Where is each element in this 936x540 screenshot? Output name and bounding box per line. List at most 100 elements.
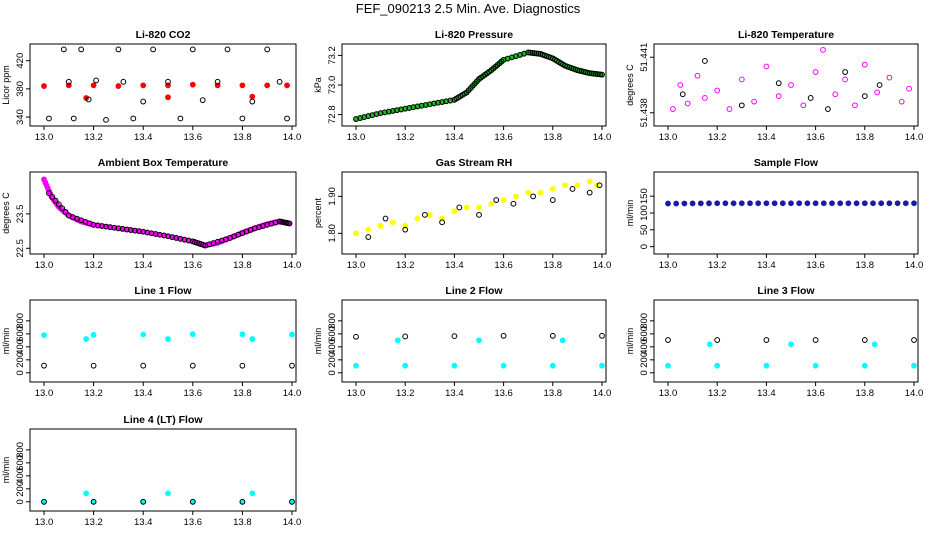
data-point: [775, 80, 782, 87]
data-point: [41, 362, 47, 369]
data-point: [41, 332, 47, 339]
data-point: [381, 109, 388, 116]
data-point: [185, 237, 192, 244]
y-tick-label: 420: [15, 53, 26, 69]
y-axis-label: percent: [313, 197, 323, 228]
data-point: [751, 98, 757, 105]
data-point: [189, 331, 196, 338]
data-point: [62, 208, 69, 215]
y-axis-label: ml/min: [313, 328, 323, 355]
x-tick-label: 13.8: [233, 260, 252, 271]
data-point: [861, 61, 868, 68]
data-point: [189, 46, 196, 53]
data-point: [239, 362, 246, 369]
x-tick-label: 13.2: [708, 388, 727, 399]
data-point: [800, 102, 807, 109]
data-point: [537, 189, 544, 196]
x-tick-label: 14.0: [283, 388, 302, 399]
x-tick-label: 13.6: [184, 388, 203, 399]
data-point: [845, 200, 852, 207]
y-axis-label: degrees C: [1, 192, 11, 234]
data-point: [714, 337, 721, 343]
data-point: [569, 186, 576, 192]
data-point: [439, 219, 446, 226]
data-point: [549, 186, 556, 192]
x-tick-label: 13.8: [544, 132, 563, 143]
data-point: [500, 197, 507, 203]
data-point: [820, 200, 827, 207]
x-tick-label: 13.0: [659, 260, 678, 271]
data-point: [150, 46, 157, 53]
y-tick-label: 72.8: [327, 105, 338, 124]
data-point: [588, 70, 595, 77]
series-2: [665, 337, 917, 343]
data-point: [353, 230, 359, 237]
panel-4: Ambient Box Temperature degrees C 13.0 13.2…: [1, 157, 301, 271]
data-point: [451, 362, 458, 369]
y-tick-label: 600: [639, 326, 650, 342]
data-point: [500, 332, 507, 339]
series-1: [353, 337, 605, 369]
data-point: [730, 200, 737, 207]
y-tick-label: 73.0: [327, 76, 338, 95]
data-point: [414, 103, 421, 110]
data-point: [136, 228, 142, 235]
data-point: [264, 82, 271, 89]
data-point: [722, 200, 729, 207]
data-point: [46, 115, 52, 122]
data-point: [286, 220, 293, 227]
data-point: [353, 362, 359, 369]
x-tick-label: 14.0: [593, 260, 612, 271]
data-point: [140, 362, 147, 369]
data-point: [239, 498, 246, 505]
panel-title: Sample Flow: [754, 157, 819, 169]
data-point: [911, 362, 917, 369]
x-tick-label: 13.4: [757, 388, 776, 399]
data-point: [529, 50, 536, 56]
data-point: [788, 200, 794, 207]
data-point: [738, 200, 745, 207]
data-point: [878, 200, 885, 207]
x-tick-label: 13.8: [544, 388, 563, 399]
data-point: [876, 82, 883, 88]
data-point: [55, 201, 62, 208]
data-point: [763, 63, 770, 70]
data-point: [426, 211, 433, 218]
data-point: [140, 82, 147, 89]
x-tick-label: 13.2: [84, 132, 103, 143]
x-tick-label: 13.2: [708, 260, 727, 271]
series-2: [365, 182, 603, 240]
x-tick-label: 13.2: [84, 517, 103, 528]
data-point: [861, 337, 868, 343]
y-tick-label: 1.90: [327, 187, 338, 206]
data-point: [394, 107, 400, 114]
x-tick-label: 13.6: [806, 132, 825, 143]
data-point: [394, 337, 401, 344]
data-point: [804, 200, 811, 207]
data-point: [165, 490, 171, 497]
data-point: [886, 74, 893, 81]
data-point: [78, 46, 85, 53]
x-tick-label: 13.0: [347, 388, 366, 399]
y-axis-label: Licor ppm: [1, 65, 11, 105]
x-tick-label: 13.0: [35, 132, 54, 143]
x-tick-label: 13.0: [347, 132, 366, 143]
data-point: [533, 50, 540, 57]
data-point: [837, 200, 844, 207]
plot-frame: [653, 299, 919, 383]
data-point: [842, 69, 849, 75]
data-point: [853, 200, 860, 207]
data-point: [98, 223, 105, 229]
data-point: [181, 236, 188, 243]
data-point: [493, 197, 500, 203]
y-tick-label: 400: [639, 339, 650, 355]
data-point: [353, 333, 359, 340]
data-point: [476, 204, 482, 211]
data-point: [249, 93, 256, 100]
data-point: [665, 337, 671, 343]
data-point: [911, 337, 917, 343]
data-point: [385, 108, 392, 115]
data-point: [249, 98, 256, 105]
data-point: [115, 83, 122, 89]
data-point: [527, 49, 534, 56]
